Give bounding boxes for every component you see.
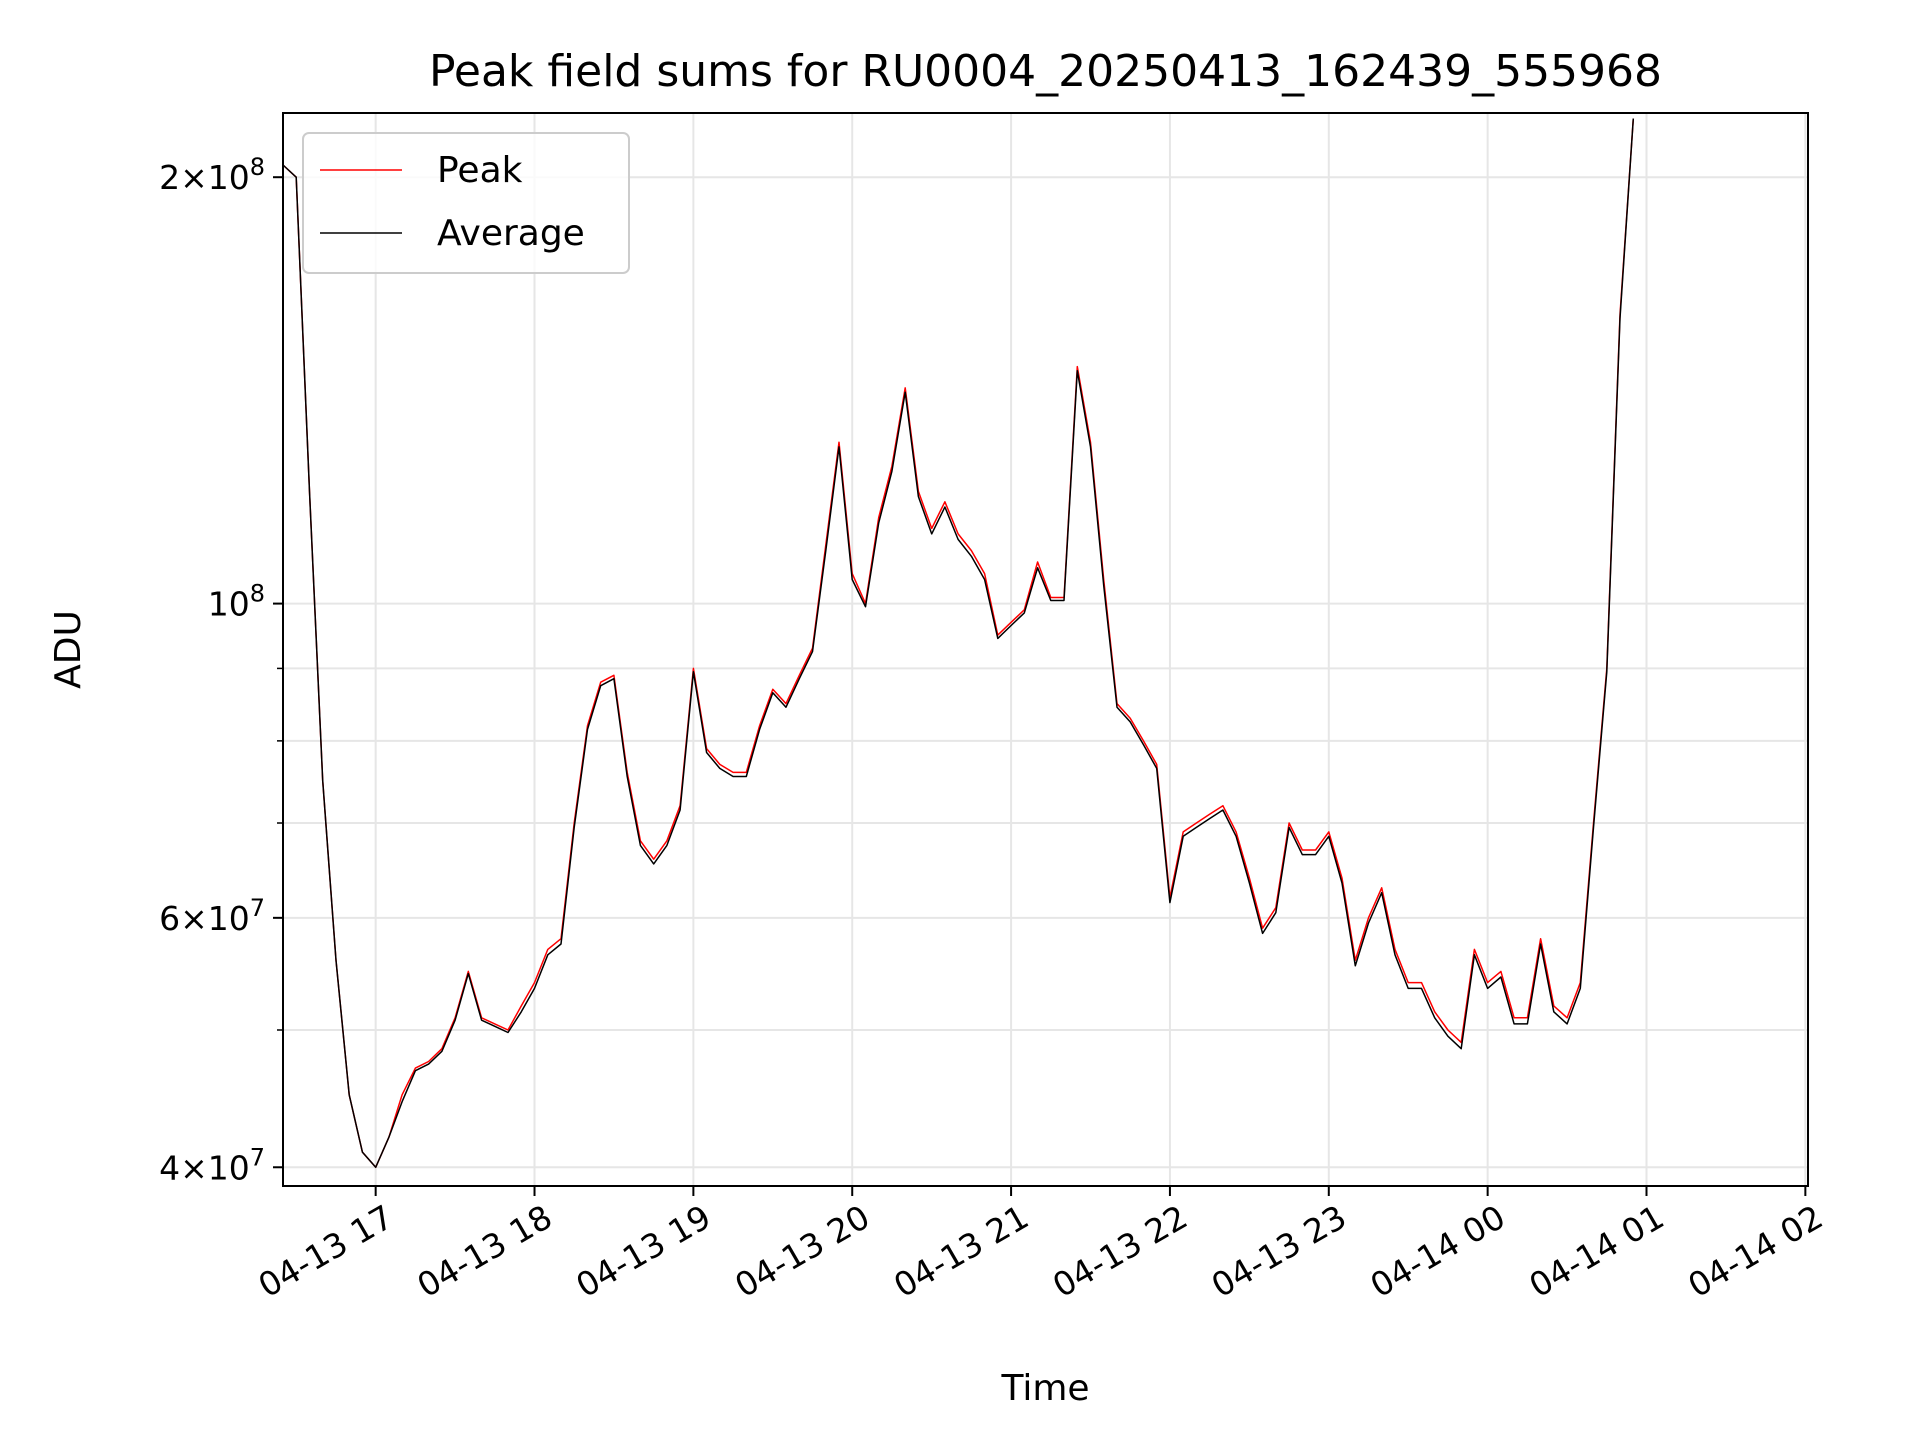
y-tick-label-base: 6×10 [159,899,250,938]
y-tick-label-exponent: 8 [250,153,265,181]
y-tick-label-base: 2×10 [159,158,250,197]
y-tick-label-exponent: 7 [250,894,265,922]
legend-label-average: Average [437,213,585,254]
series-line-peak [282,118,1635,1169]
legend-label-peak: Peak [437,150,523,191]
y-tick-label-exponent: 7 [250,1143,265,1171]
y-tick-label: 4×107 [159,1143,265,1187]
y-tick-label-base: 4×10 [159,1148,250,1187]
series-layer [282,118,1635,1169]
y-tick-label: 6×107 [159,894,265,938]
y-tick-label: 108 [208,580,265,624]
y-tick-label: 2×108 [159,153,265,197]
series-line-average [282,118,1635,1169]
legend: Peak Average [302,132,630,274]
y-axis-title: ADU [48,610,89,689]
plot-frame [282,112,1809,1187]
y-tick-label-exponent: 8 [250,580,265,608]
legend-box [302,132,630,274]
grid-lines [283,113,1808,1186]
y-tick-label-base: 10 [208,585,250,624]
chart-title: Peak field sums for RU0004_20250413_1624… [429,46,1662,97]
x-axis-title: Time [1000,1368,1089,1409]
